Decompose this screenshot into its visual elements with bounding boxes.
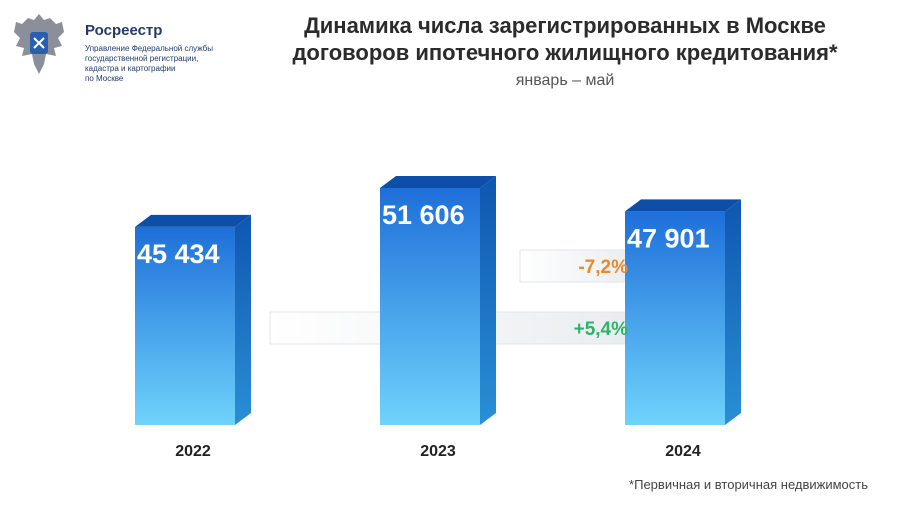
bar-side-2023: [480, 176, 496, 425]
category-label-2022: 2022: [175, 443, 211, 460]
org-description: Управление Федеральной службы государств…: [85, 44, 213, 83]
bar-top-2023: [380, 176, 496, 188]
bar-2024: [625, 211, 725, 425]
change-label-1: -7,2%: [578, 257, 628, 278]
value-label-2024: 47 901: [627, 223, 710, 253]
eagle-emblem-icon: [14, 14, 64, 74]
chart-title: Динамика числа зарегистрированных в Моск…: [292, 13, 838, 65]
category-label-2024: 2024: [665, 443, 701, 460]
chart-subtitle: январь – май: [515, 72, 615, 89]
bar-top-2024: [625, 199, 741, 212]
bar-side-2022: [235, 214, 251, 425]
org-name: Росреестр: [85, 22, 163, 39]
rosreestr-logo: Росреестр Управление Федеральной службы …: [10, 8, 250, 88]
bar-side-2024: [725, 199, 741, 425]
bar-2022: [135, 226, 235, 425]
value-label-2022: 45 434: [137, 239, 220, 269]
category-label-2023: 2023: [420, 443, 456, 460]
footnote: *Первичная и вторичная недвижимость: [629, 477, 868, 492]
bar-top-2022: [135, 214, 251, 227]
change-label-2: +5,4%: [574, 319, 629, 340]
bar-2023: [380, 188, 480, 425]
value-label-2023: 51 606: [382, 200, 465, 230]
